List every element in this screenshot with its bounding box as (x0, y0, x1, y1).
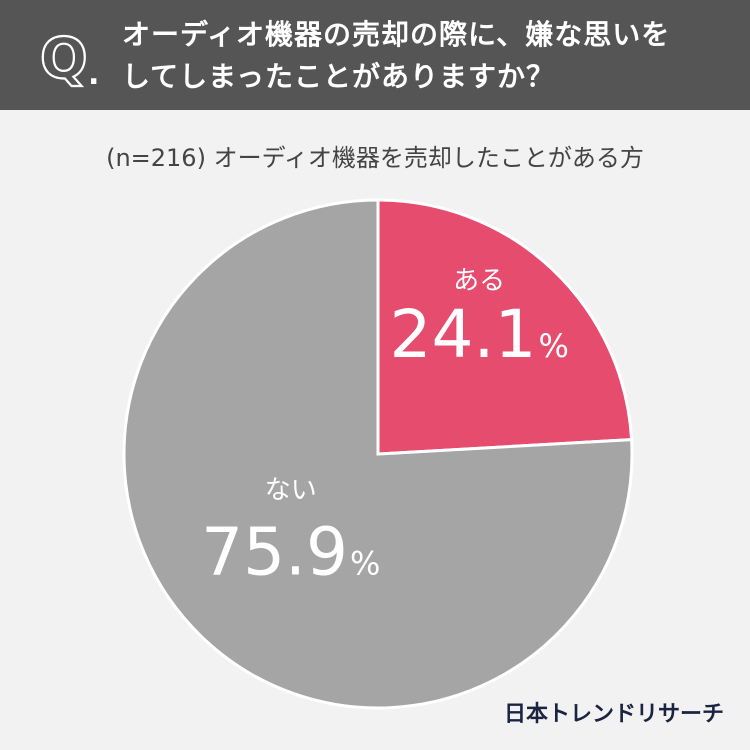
question-title: オーディオ機器の売却の際に、嫌な思いを してしまったことがありますか？ (122, 14, 732, 98)
pie-slice-yes (376, 198, 634, 456)
pie-slice-no (122, 198, 634, 710)
chart-subtitle: (n=216) オーディオ機器を売却したことがある方 (0, 138, 750, 173)
question-line-1: オーディオ機器の売却の際に、嫌な思いを (122, 18, 671, 51)
q-letter: Q (40, 27, 88, 88)
q-dot: . (88, 57, 99, 88)
q-icon: Q . (39, 26, 100, 88)
slice-label-yes: ある (453, 266, 505, 296)
question-header: Q . オーディオ機器の売却の際に、嫌な思いを してしまったことがありますか？ (0, 0, 750, 110)
slice-label-no: ない (265, 475, 317, 505)
slice-value-yes: 24.1% (390, 296, 569, 373)
sample-size: (n=216) (106, 144, 206, 172)
question-line-2: してしまったことがありますか？ (122, 60, 556, 93)
brand-logo: 日本トレンドリサーチ (503, 702, 724, 727)
respondent-description: オーディオ機器を売却したことがある方 (213, 144, 644, 172)
slice-value-no: 75.9% (201, 513, 380, 590)
